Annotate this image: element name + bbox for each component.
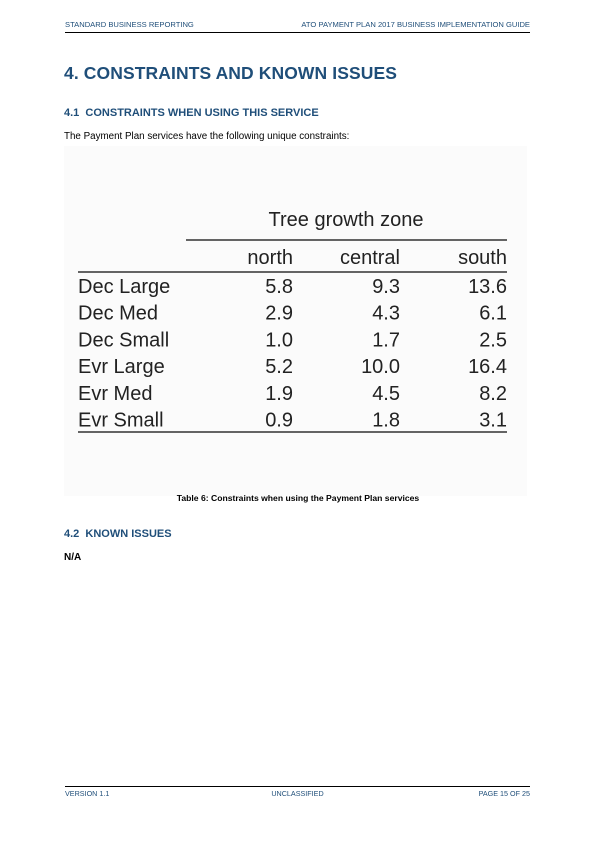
table-column-header: central (340, 247, 400, 269)
table-cell-value: 4.3 (372, 303, 400, 325)
table-cell-value: 1.9 (265, 383, 293, 405)
subsection-number: 4.1 (64, 107, 80, 119)
table-column-header: south (458, 247, 507, 269)
table-cell-value: 1.7 (372, 329, 400, 351)
header-left: STANDARD BUSINESS REPORTING (65, 20, 194, 29)
intro-paragraph: The Payment Plan services have the follo… (64, 131, 350, 142)
table-cell-value: 5.2 (265, 356, 293, 378)
table-row-label: Evr Small (78, 410, 164, 432)
table-cell-value: 2.9 (265, 303, 293, 325)
subsection-title: CONSTRAINTS WHEN USING THIS SERVICE (85, 107, 319, 119)
page-footer: VERSION 1.1 UNCLASSIFIED PAGE 15 OF 25 (65, 786, 530, 799)
table-cell-value: 13.6 (468, 276, 507, 298)
table-row-label: Dec Large (78, 276, 170, 298)
footer-classification: UNCLASSIFIED (271, 789, 324, 798)
table-cell-value: 8.2 (479, 383, 507, 405)
table-row-label: Evr Large (78, 356, 165, 378)
subsection-title: KNOWN ISSUES (85, 528, 172, 540)
table-cell-value: 3.1 (479, 410, 507, 432)
footer-version: VERSION 1.1 (65, 789, 110, 798)
section-heading: 4. CONSTRAINTS AND KNOWN ISSUES (64, 63, 397, 84)
table-caption: Table 6: Constraints when using the Paym… (176, 493, 420, 503)
constraints-table-figure: Tree growth zone north central south Dec Lar… (64, 146, 527, 496)
table-cell-value: 1.0 (265, 329, 293, 351)
constraints-table: Tree growth zone north central south Dec Lar… (78, 209, 507, 433)
table-cell-value: 6.1 (479, 303, 507, 325)
table-column-header: north (247, 247, 293, 269)
subsection-heading-known-issues: 4.2 KNOWN ISSUES (64, 528, 172, 540)
table-cell-value: 4.5 (372, 383, 400, 405)
table-row-label: Dec Small (78, 329, 169, 351)
known-issues-text: N/A (64, 552, 82, 563)
table-cell-value: 10.0 (361, 356, 400, 378)
table-cell-value: 2.5 (479, 329, 507, 351)
table-cell-value: 0.9 (265, 410, 293, 432)
header-right: ATO PAYMENT PLAN 2017 BUSINESS IMPLEMENT… (301, 20, 530, 29)
section-number: 4. (64, 63, 79, 83)
footer-page-number: PAGE 15 OF 25 (478, 789, 530, 798)
page-header: STANDARD BUSINESS REPORTING ATO PAYMENT … (65, 18, 530, 33)
table-cell-value: 9.3 (372, 276, 400, 298)
table-cell-value: 1.8 (372, 410, 400, 432)
subsection-number: 4.2 (64, 528, 80, 540)
subsection-heading-constraints: 4.1 CONSTRAINTS WHEN USING THIS SERVICE (64, 107, 319, 119)
table-row-label: Evr Med (78, 383, 152, 405)
table-cell-value: 5.8 (265, 276, 293, 298)
section-title: CONSTRAINTS AND KNOWN ISSUES (83, 63, 398, 83)
table-row-label: Dec Med (78, 303, 158, 325)
table-group-header: Tree growth zone (269, 209, 424, 231)
table-cell-value: 16.4 (468, 356, 507, 378)
